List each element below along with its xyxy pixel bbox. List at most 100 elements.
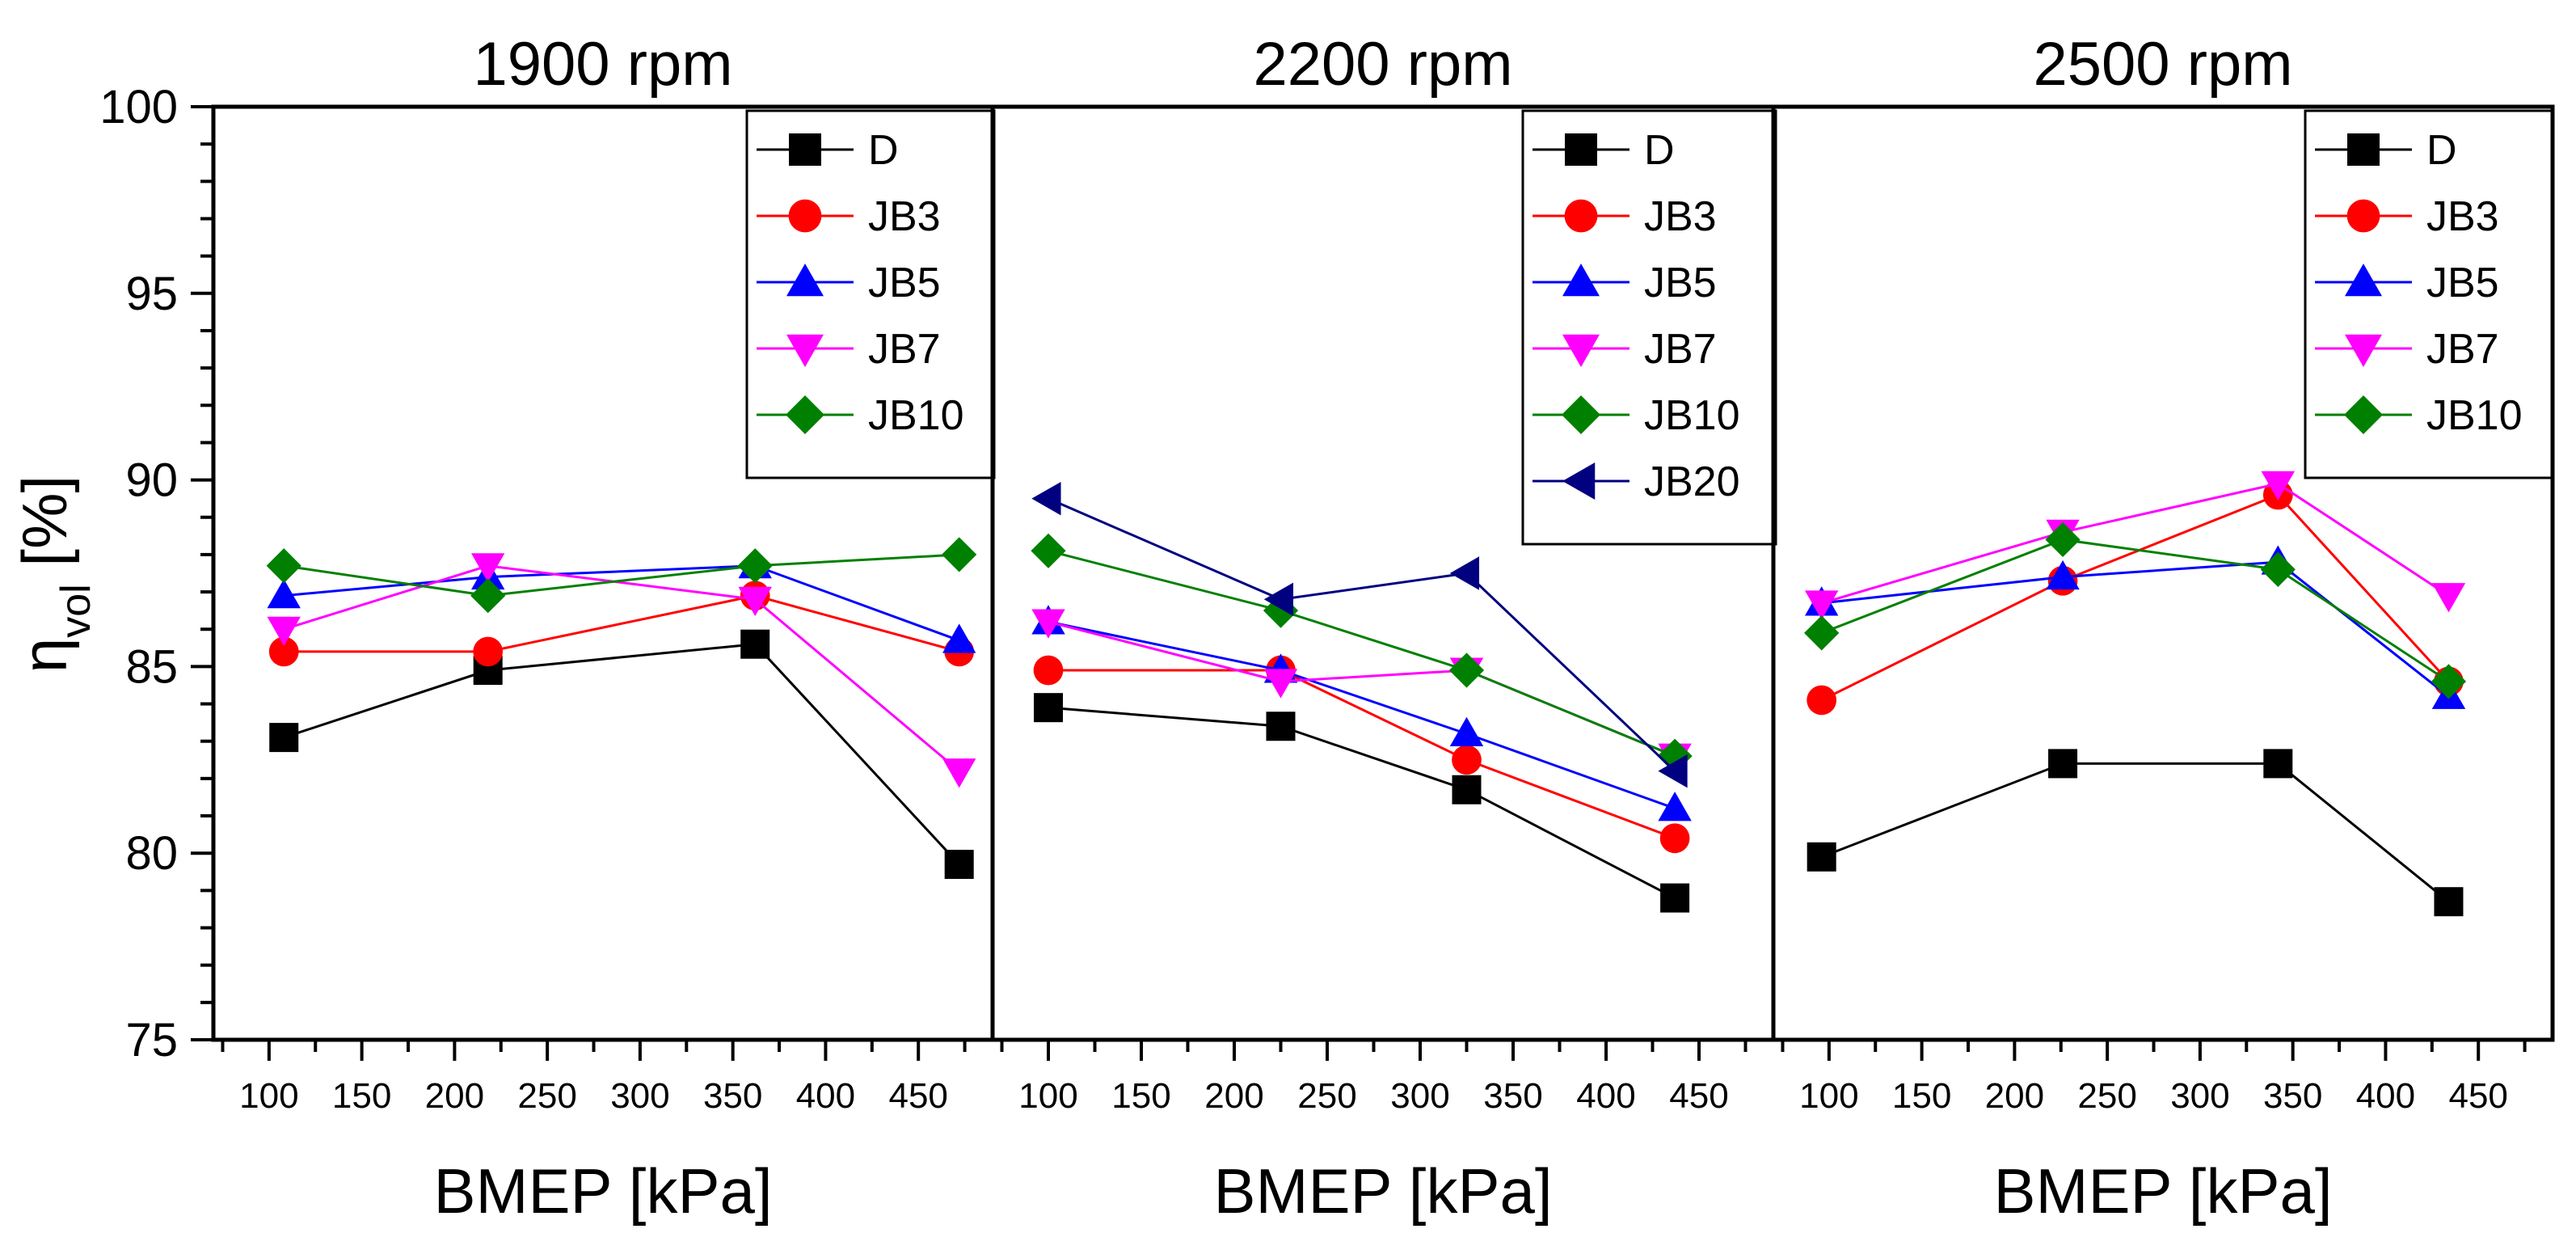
legend-marker: [2347, 133, 2380, 166]
data-point: [942, 623, 976, 653]
x-tick-label: 200: [1204, 1076, 1263, 1116]
legend-label: JB5: [1644, 260, 1717, 306]
data-point: [2260, 551, 2296, 587]
data-point: [1452, 745, 1482, 775]
legend-item: JB3: [757, 193, 941, 240]
data-point: [1807, 842, 1836, 872]
series-line: [284, 564, 960, 642]
x-tick-label: 450: [888, 1076, 947, 1116]
x-tick-label: 150: [1892, 1076, 1951, 1116]
data-point: [1031, 481, 1061, 516]
data-point: [2048, 749, 2078, 779]
series-line: [1048, 669, 1676, 840]
y-tick-label: 90: [125, 454, 178, 507]
legend-marker: [788, 199, 822, 233]
data-point: [1658, 792, 1692, 821]
series-JB3: [268, 581, 975, 667]
data-point: [470, 578, 506, 614]
data-point: [2263, 749, 2293, 779]
series-line: [1048, 706, 1676, 899]
data-point: [268, 636, 299, 667]
x-tick-label: 200: [425, 1076, 484, 1116]
legend-item: JB7: [757, 326, 941, 373]
data-point: [2261, 471, 2296, 500]
data-point: [1031, 609, 1065, 639]
data-point: [2434, 887, 2464, 917]
legend-label: D: [1644, 127, 1675, 174]
series-line: [1821, 482, 2450, 605]
data-point: [1807, 685, 1837, 716]
x-tick-label: 450: [1669, 1076, 1728, 1116]
data-point: [944, 850, 974, 880]
data-point: [473, 636, 504, 667]
legend-item: JB5: [757, 260, 941, 306]
legend-marker: [1562, 462, 1596, 500]
data-point: [1266, 712, 1296, 741]
legend: D JB3 JB5 JB7 JB10 JB20: [1521, 109, 1777, 546]
panel-title: 1900 rpm: [473, 30, 732, 99]
legend-label: JB7: [868, 326, 941, 373]
legend-item: JB3: [1533, 193, 1717, 240]
y-tick-label: 95: [125, 268, 178, 320]
legend-marker: [2346, 199, 2380, 233]
x-tick-label: 150: [332, 1076, 391, 1116]
data-point: [1804, 615, 1840, 651]
data-point: [1449, 556, 1480, 590]
x-tick-label: 300: [2170, 1076, 2229, 1116]
panel-title: 2200 rpm: [1253, 30, 1512, 99]
series-line: [1821, 538, 2450, 683]
data-point: [1263, 593, 1299, 628]
data-point: [1804, 590, 1839, 620]
series-line: [1048, 549, 1676, 758]
series-JB10: [1031, 533, 1693, 774]
x-axis-title: BMEP [kPa]: [433, 1155, 772, 1227]
legend: D JB3 JB5 JB7 JB10: [2304, 109, 2554, 479]
legend-item: D: [1533, 127, 1675, 174]
data-point: [269, 723, 299, 753]
series-line: [1048, 497, 1676, 772]
x-tick-label: 450: [2448, 1076, 2507, 1116]
series-JB20: [1031, 481, 1688, 788]
legend-marker: [2345, 264, 2382, 297]
legend-item: JB10: [757, 392, 964, 439]
panel-1900-rpm: 1900 rpm 100 150 200 250 300 350 400 450 BMEP [kP…: [221, 30, 996, 1227]
y-axis: 75 80 85 90 95 100 ηvol [%]: [9, 81, 213, 1066]
legend-marker: [2345, 334, 2382, 367]
series-JB10: [266, 537, 977, 614]
panel-2200-rpm: 2200 rpm 100 150 200 250 300 350 400 450 BMEP [kP…: [1000, 30, 1777, 1227]
series-line: [1821, 560, 2450, 698]
data-point: [738, 586, 772, 617]
legend-item: JB20: [1533, 458, 1740, 505]
legend-marker: [1565, 133, 1597, 166]
series-line: [283, 564, 960, 772]
legend-marker: [2344, 395, 2383, 434]
legend-label: D: [2426, 127, 2457, 174]
x-tick-label: 300: [1390, 1076, 1449, 1116]
data-point: [266, 548, 301, 584]
series-JB7: [1031, 609, 1692, 773]
legend-label: JB3: [2426, 193, 2499, 240]
y-axis-title-symbol: η: [9, 638, 80, 673]
panel-title: 2500 rpm: [2033, 30, 2292, 99]
legend-label: JB20: [1644, 458, 1740, 505]
data-point: [942, 537, 977, 572]
x-axis-title: BMEP [kPa]: [1213, 1155, 1552, 1227]
legend-label: JB10: [2426, 392, 2523, 439]
legend-marker: [1564, 199, 1598, 233]
data-point: [1033, 655, 1064, 686]
legend-marker: [789, 133, 821, 166]
series-JB7: [1804, 471, 2466, 620]
legend-marker: [1562, 264, 1600, 297]
x-tick-label: 150: [1111, 1076, 1170, 1116]
data-point: [1031, 533, 1066, 568]
x-tick-label: 400: [796, 1076, 855, 1116]
series-JB7: [267, 553, 976, 788]
legend-item: D: [757, 127, 899, 174]
series-D: [1807, 749, 2464, 917]
data-point: [1448, 652, 1485, 688]
legend-label: D: [868, 127, 899, 174]
data-point: [1452, 775, 1482, 804]
series-line: [1821, 493, 2450, 702]
data-point: [2431, 664, 2467, 699]
x-axis-title: BMEP [kPa]: [1993, 1155, 2332, 1227]
